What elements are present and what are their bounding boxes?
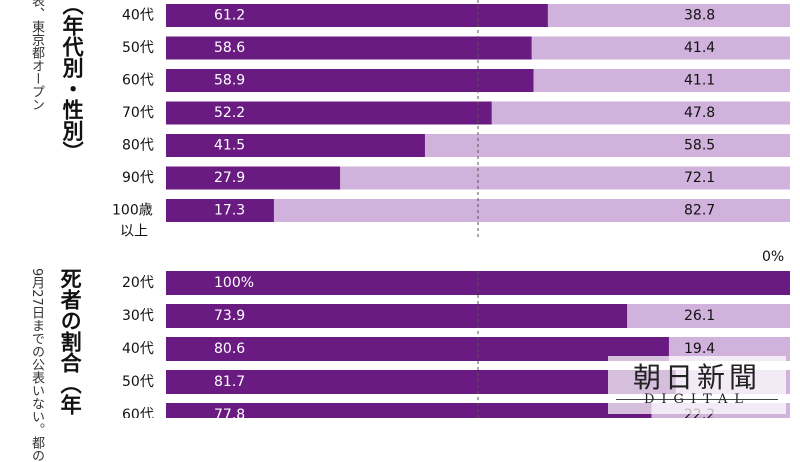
bar-segment-remainder	[273, 199, 790, 222]
chart-note-bottom: 9月27日までの公表いない。都の	[28, 268, 44, 462]
asahi-watermark: 朝日新聞 DIGITAL	[608, 356, 786, 414]
value-label-main: 81.7	[214, 374, 245, 390]
value-label-main: 52.2	[214, 105, 245, 121]
watermark-subtitle: DIGITAL	[643, 392, 751, 407]
category-label: 70代	[122, 105, 154, 121]
category-label: 90代	[122, 170, 154, 186]
bar-segment-remainder	[531, 36, 790, 60]
bar-segment-remainder	[533, 69, 790, 92]
value-label-remainder: 19.4	[684, 341, 715, 357]
value-label-main: 100%	[214, 275, 254, 291]
value-label-main: 58.6	[214, 40, 245, 56]
value-label-main: 73.9	[214, 308, 245, 324]
bar-segment-remainder	[547, 4, 790, 27]
category-label: 80代	[122, 138, 154, 154]
category-label: 60代	[122, 73, 154, 89]
bar-segment-main	[166, 134, 425, 157]
bar-segment-main	[166, 337, 669, 361]
bar-segment-remainder	[491, 101, 790, 125]
bar-segment-main	[166, 101, 492, 125]
chart-note-top: 表、東京都オープン	[28, 0, 44, 111]
value-label-main: 77.8	[214, 407, 245, 418]
bar-segment-main	[166, 199, 274, 222]
value-label-remainder: 41.1	[684, 73, 715, 89]
value-label-main: 58.9	[214, 73, 245, 89]
category-label: 50代	[122, 374, 154, 390]
bar-segment-main	[166, 304, 628, 328]
value-label-remainder: 38.8	[684, 8, 715, 24]
bar-segment-main	[166, 403, 652, 418]
category-label: 40代	[122, 8, 154, 24]
value-label-main: 27.9	[214, 170, 245, 186]
value-label-remainder: 47.8	[684, 105, 715, 121]
category-label: 20代	[122, 275, 154, 291]
bar-segment-main	[166, 4, 548, 27]
value-label-remainder: 58.5	[684, 138, 715, 154]
watermark-logo: 朝日新聞	[632, 361, 761, 394]
chart-panel-age-gender: 40代 61.2 38.8 50代 58.6 41.4 60代 58.9 41.1 70代 52.2…	[112, 0, 790, 240]
value-label-remainder: 41.4	[684, 40, 715, 56]
category-label: 30代	[122, 308, 154, 324]
chart-title-top: （年代別・性別）	[60, 0, 85, 162]
bar-segment-main	[166, 370, 676, 394]
watermark-rule	[616, 399, 778, 400]
value-label-main: 41.5	[214, 138, 245, 154]
zero-percent-label: 0%	[762, 249, 784, 265]
bar-segment-remainder	[627, 304, 790, 328]
bar-segment-remainder	[340, 166, 790, 190]
category-label: 50代	[122, 40, 154, 56]
chart-panel-death-ratio: 20代 100% 30代 73.9 26.1 40代 80.6 19.4 50代 81.7 60代 7…	[122, 249, 790, 418]
category-label: 60代	[122, 407, 154, 418]
value-label-remainder: 26.1	[684, 308, 715, 324]
category-label: 40代	[122, 341, 154, 357]
value-label-main: 61.2	[214, 8, 245, 24]
chart-title-bottom: 死者の割合（年	[58, 268, 83, 415]
bar-segment-main	[166, 36, 532, 60]
category-label: 以上	[120, 224, 148, 240]
bar-segment-remainder	[424, 134, 790, 157]
value-label-remainder: 82.7	[684, 203, 715, 219]
value-label-remainder: 72.1	[684, 170, 715, 186]
category-label: 100歳	[112, 203, 153, 219]
chart-canvas: 40代 61.2 38.8 50代 58.6 41.4 60代 58.9 41.1 70代 52.2…	[112, 0, 790, 418]
bar-segment-main	[166, 166, 341, 190]
value-label-main: 17.3	[214, 203, 245, 219]
bar-segment-main	[166, 69, 534, 92]
value-label-main: 80.6	[214, 341, 245, 357]
